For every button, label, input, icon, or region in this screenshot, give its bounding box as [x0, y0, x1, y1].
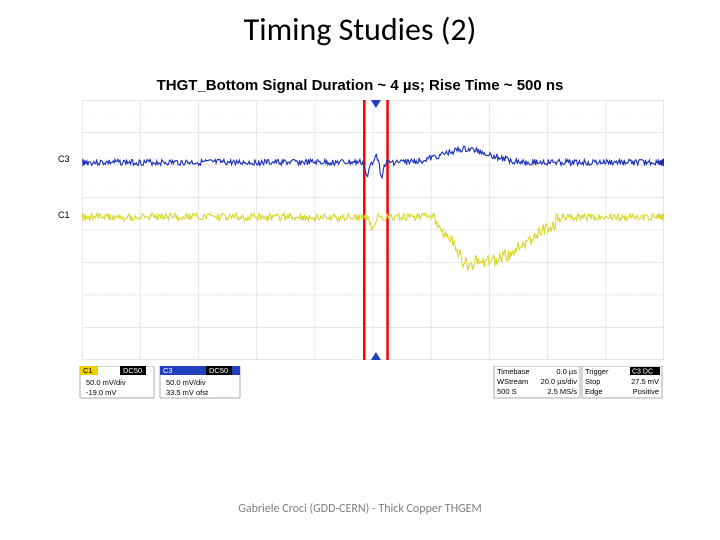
- svg-text:WStream: WStream: [497, 377, 528, 386]
- oscilloscope-figure: C3 C1 C1DC5050.0 mV/div-19.0 mVC3DC5050.…: [56, 100, 664, 400]
- svg-text:0.0 µs: 0.0 µs: [556, 367, 577, 376]
- svg-text:20.0 µs/div: 20.0 µs/div: [541, 377, 578, 386]
- svg-text:500 S: 500 S: [497, 387, 517, 396]
- svg-text:C3 DC: C3 DC: [632, 369, 653, 376]
- svg-text:C3: C3: [163, 366, 173, 375]
- svg-text:DC50: DC50: [209, 366, 228, 375]
- page-title: Timing Studies (2): [0, 0, 720, 49]
- scope-plot-area: [82, 100, 664, 360]
- svg-text:Stop: Stop: [585, 377, 600, 386]
- svg-text:Positive: Positive: [633, 387, 659, 396]
- svg-text:33.5 mV ofst: 33.5 mV ofst: [166, 388, 209, 397]
- chart-subtitle: THGT_Bottom Signal Duration ~ 4 µs; Rise…: [0, 77, 720, 94]
- svg-text:C1: C1: [83, 366, 93, 375]
- svg-text:27.5 mV: 27.5 mV: [631, 377, 659, 386]
- channel-badge-c3: C3: [58, 154, 70, 164]
- channel-badge-c1: C1: [58, 210, 70, 220]
- slide-footer: Gabriele Croci (GDD-CERN) - Thick Copper…: [0, 502, 720, 516]
- svg-text:50.0 mV/div: 50.0 mV/div: [166, 378, 206, 387]
- svg-text:DC50: DC50: [123, 366, 142, 375]
- svg-text:Edge: Edge: [585, 387, 603, 396]
- svg-text:Timebase: Timebase: [497, 367, 530, 376]
- svg-text:-19.0 mV: -19.0 mV: [86, 388, 116, 397]
- svg-text:50.0 mV/div: 50.0 mV/div: [86, 378, 126, 387]
- svg-text:2.5 MS/s: 2.5 MS/s: [547, 387, 577, 396]
- scope-status-bar: C1DC5050.0 mV/div-19.0 mVC3DC5050.0 mV/d…: [56, 366, 664, 400]
- svg-text:Trigger: Trigger: [585, 367, 609, 376]
